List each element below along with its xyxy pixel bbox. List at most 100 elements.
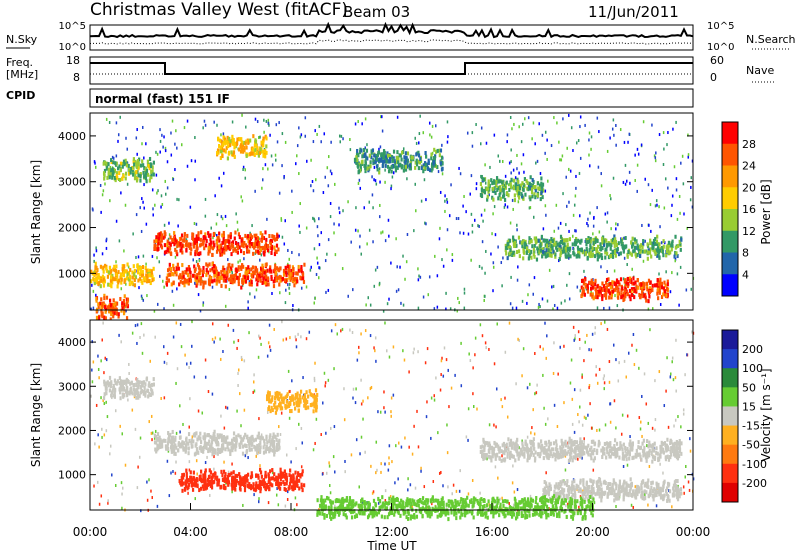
power-speck <box>414 182 416 186</box>
velocity-speck <box>688 488 691 492</box>
power-cell <box>146 159 150 164</box>
velocity-cell <box>243 488 247 493</box>
power-cell <box>509 184 513 189</box>
power-speck <box>579 125 581 129</box>
power-cell <box>607 283 610 288</box>
power-cell <box>219 156 222 161</box>
power-cell <box>506 242 509 247</box>
power-cell <box>679 247 682 252</box>
power-cell <box>202 280 205 285</box>
power-cell <box>526 181 529 186</box>
power-cell <box>232 152 235 157</box>
power-speck <box>263 118 265 122</box>
power-speck <box>484 294 486 298</box>
power-speck <box>221 217 224 221</box>
power-cell <box>568 237 571 242</box>
power-cell <box>123 162 126 167</box>
power-speck <box>574 194 577 198</box>
power-speck <box>108 120 111 124</box>
power-cell <box>103 176 106 181</box>
power-cell <box>222 278 225 283</box>
power-speck <box>610 197 612 201</box>
power-speck <box>588 131 591 135</box>
power-cell <box>674 250 677 255</box>
power-cell <box>632 287 635 292</box>
power-speck <box>437 170 440 174</box>
power-speck <box>259 135 261 139</box>
power-cell <box>525 246 529 251</box>
power-cell <box>566 247 570 252</box>
velocity-speck <box>105 400 107 404</box>
power-cell <box>242 149 245 154</box>
power-cell <box>642 285 646 290</box>
velocity-cell <box>252 438 255 443</box>
power-cell <box>630 279 633 284</box>
power-speck <box>471 223 474 227</box>
power-speck <box>548 268 551 272</box>
power-speck <box>447 135 449 139</box>
velocity-speck <box>275 493 278 497</box>
power-cell <box>382 154 385 159</box>
velocity-cell <box>222 443 225 448</box>
power-cell <box>109 269 113 274</box>
velocity-cell <box>114 388 117 393</box>
power-cell <box>190 247 193 252</box>
power-cell <box>560 236 563 241</box>
velocity-speck <box>579 388 582 392</box>
power-cell <box>248 281 251 286</box>
velocity-cell <box>207 447 210 452</box>
power-speck <box>172 303 175 307</box>
velocity-cell <box>230 446 233 451</box>
velocity-speck <box>631 343 633 347</box>
power-speck <box>354 122 357 126</box>
velocity-cell <box>291 397 295 402</box>
power-cell <box>114 269 118 274</box>
velocity-speck <box>662 471 664 475</box>
power-cell <box>641 249 644 254</box>
power-cell <box>144 265 147 270</box>
velocity-cell <box>182 445 185 450</box>
velocity-speck <box>460 384 463 388</box>
power-cell <box>495 179 498 184</box>
velocity-speck <box>552 371 555 375</box>
power-cell <box>254 265 257 270</box>
power-cell <box>658 248 662 253</box>
power-cell <box>540 176 543 181</box>
velocity-speck <box>154 335 156 339</box>
power-cell <box>431 165 434 170</box>
velocity-speck <box>474 336 477 340</box>
velocity-cell <box>241 481 244 486</box>
velocity-speck <box>671 360 673 364</box>
velocity-speck <box>223 460 225 464</box>
velocity-speck <box>388 462 390 466</box>
velocity-speck <box>563 344 565 348</box>
velocity-speck <box>647 421 650 425</box>
velocity-cell <box>278 391 281 396</box>
velocity-speck <box>407 477 409 481</box>
power-cell <box>655 283 658 288</box>
power-cell <box>265 136 268 141</box>
power-speck <box>544 130 547 134</box>
power-speck <box>527 293 529 297</box>
power-cell <box>653 249 656 254</box>
velocity-cell <box>142 391 145 396</box>
velocity-cell <box>144 393 147 398</box>
power-cell <box>172 263 175 268</box>
velocity-speck <box>677 415 679 419</box>
power-cell <box>509 248 512 253</box>
power-cell <box>101 302 104 307</box>
velocity-speck <box>553 403 556 407</box>
velocity-cell <box>263 481 267 486</box>
power-cell <box>598 254 601 259</box>
power-cell <box>533 249 536 254</box>
power-cell <box>613 240 616 245</box>
power-cell <box>498 186 501 191</box>
velocity-speck <box>172 335 175 339</box>
power-cell <box>674 245 677 250</box>
power-cell <box>265 237 268 242</box>
velocity-speck <box>111 396 113 400</box>
power-cell <box>574 241 577 246</box>
power-cell <box>530 255 533 260</box>
power-cell <box>428 168 432 173</box>
velocity-cell <box>220 469 223 474</box>
